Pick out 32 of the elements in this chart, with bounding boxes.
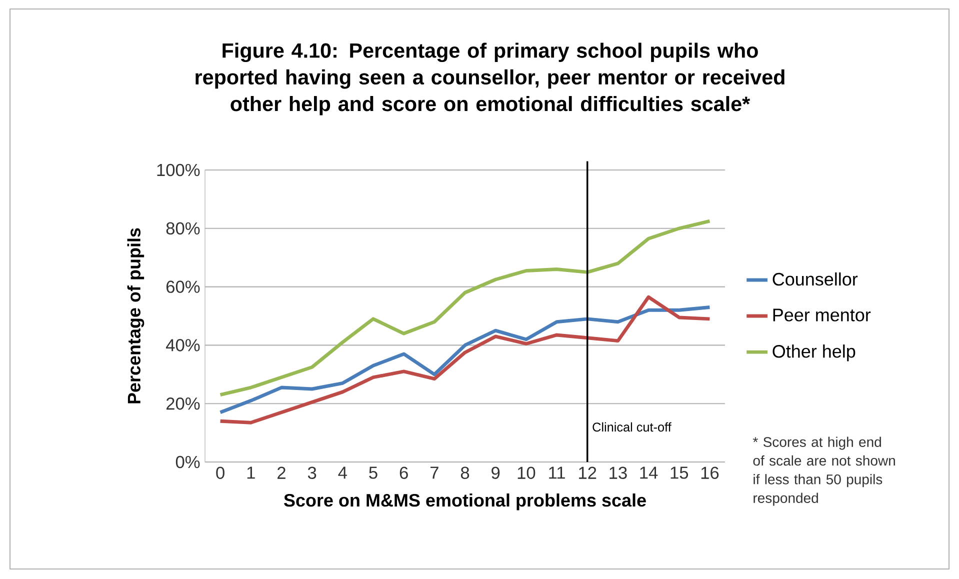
legend-label: Counsellor	[772, 272, 858, 286]
x-tick-label: 14	[640, 466, 658, 479]
x-tick-label: 13	[610, 466, 627, 479]
x-tick-label: 15	[670, 466, 688, 479]
x-tick-label: 5	[369, 466, 378, 479]
x-tick-label: 2	[278, 466, 286, 479]
line-series	[218, 306, 712, 414]
y-tick-label: 40%	[166, 339, 200, 352]
x-tick-label: 16	[701, 466, 719, 479]
y-tick-label: 80%	[166, 222, 200, 235]
x-tick-label: 11	[549, 466, 565, 479]
x-tick-label: 7	[430, 466, 438, 479]
text: * Scores at high end of scale are not shown if less than 50 pupils responded	[752, 436, 895, 506]
x-tick-label: 6	[400, 466, 408, 479]
x-axis-title: Score on M&MS emotional problems scale	[284, 493, 646, 510]
legend-label: Peer mentor	[773, 308, 871, 322]
x-tick-label: 8	[460, 466, 470, 479]
chart-title: Figure 4.10: Percentage of primary school pupils who reported having seen a counsellor, peer mentor or received other help and score on emotional difficulties scale*	[196, 42, 784, 116]
y-tick-label: 20%	[166, 397, 200, 410]
y-axis-title: Percentage of pupils	[127, 228, 144, 404]
x-tick-label: 10	[518, 466, 536, 479]
x-tick-label: 1	[247, 466, 255, 479]
legend-label: Other help	[772, 344, 856, 362]
y-tick-label: 100%	[157, 164, 200, 176]
x-tick-label: 3	[308, 466, 316, 479]
x-tick-label: 9	[492, 466, 500, 479]
x-tick-label: 12	[579, 466, 596, 479]
y-tick-label: 60%	[166, 280, 200, 293]
y-tick-label: 0%	[176, 456, 200, 468]
ref-line-label: Clinical cut-off	[592, 422, 672, 432]
x-tick-label: 4	[338, 466, 347, 479]
x-tick-label: 0	[216, 466, 224, 479]
